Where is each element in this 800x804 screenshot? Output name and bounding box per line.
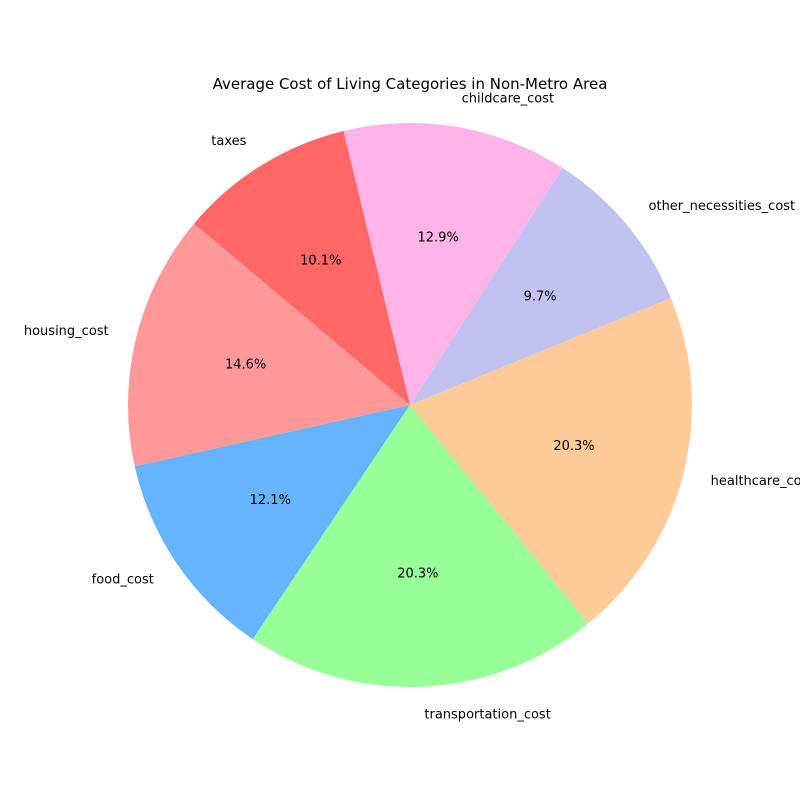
pie-slice-childcare-cost <box>343 122 563 405</box>
pie-slice-food-cost <box>134 405 410 640</box>
slice-percent-childcare-cost: 12.9% <box>418 231 459 246</box>
slice-percent-housing-cost: 14.6% <box>225 357 266 372</box>
slice-label-taxes: taxes <box>211 134 246 149</box>
slice-label-housing-cost: housing_cost <box>24 324 109 339</box>
slice-label-transportation-cost: transportation_cost <box>424 707 550 722</box>
slice-percent-taxes: 10.1% <box>300 254 341 269</box>
pie-slice-housing-cost <box>128 223 410 467</box>
slice-percent-other-necessities-cost: 9.7% <box>524 289 557 304</box>
slice-label-childcare-cost: childcare_cost <box>462 92 555 107</box>
pie-slice-transportation-cost <box>252 405 589 687</box>
slice-label-other-necessities-cost: other_necessities_cost <box>649 199 796 214</box>
slice-label-food-cost: food_cost <box>92 572 154 587</box>
pie-slice-taxes <box>193 130 410 405</box>
pie-slice-other-necessities-cost <box>410 167 671 405</box>
pie-slice-healthcare-cost <box>410 298 693 624</box>
slice-percent-transportation-cost: 20.3% <box>397 567 438 582</box>
slice-percent-healthcare-cost: 20.3% <box>553 439 594 454</box>
chart-title: Average Cost of Living Categories in Non… <box>213 75 608 93</box>
pie-labels: housing_cost 14.6% food_cost 12.1% transport… <box>24 92 800 723</box>
slice-label-healthcare-cost: healthcare_cost <box>711 474 800 489</box>
pie-slices <box>128 122 693 687</box>
slice-percent-food-cost: 12.1% <box>250 493 291 508</box>
